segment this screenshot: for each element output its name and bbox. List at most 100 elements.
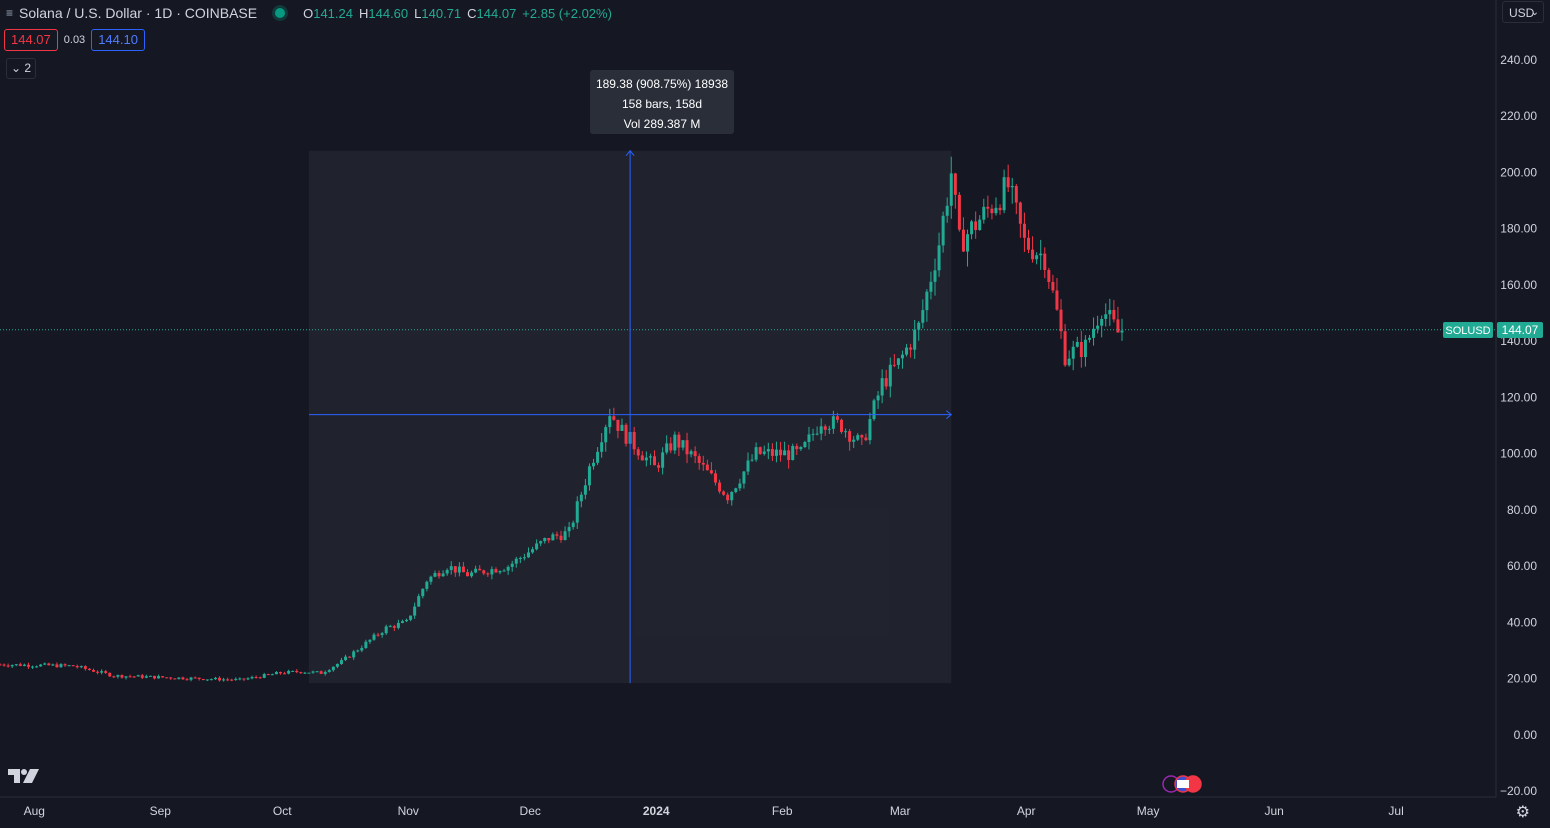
candle-body xyxy=(953,173,957,195)
candle-body xyxy=(575,501,579,523)
change-value: +2.85 (+2.02%) xyxy=(522,5,612,21)
price-tick-label: 0.00 xyxy=(1514,728,1538,742)
candle-body xyxy=(368,639,372,642)
candle-body xyxy=(218,677,222,681)
candle-body xyxy=(705,464,709,471)
price-tick-label: 60.00 xyxy=(1507,559,1537,573)
candle-body xyxy=(803,442,807,448)
candle-body xyxy=(303,672,307,674)
candle-body xyxy=(266,674,270,676)
time-tick-label: Apr xyxy=(1017,804,1036,818)
candle-body xyxy=(344,656,348,661)
candle-body xyxy=(551,534,555,541)
event-flags-icon[interactable] xyxy=(1162,775,1202,793)
candle-body xyxy=(823,426,827,430)
candle-body xyxy=(87,668,91,671)
candle-body xyxy=(730,491,734,501)
candle-body xyxy=(640,455,644,461)
candle-body xyxy=(819,426,823,434)
candle-body xyxy=(348,656,352,658)
candle-body xyxy=(26,664,30,667)
candle-body xyxy=(583,485,587,495)
measure-arrow-up-icon xyxy=(625,149,635,156)
indicators-count: 2 xyxy=(24,61,32,75)
candle-body xyxy=(376,634,380,636)
candle-body xyxy=(738,483,742,489)
candle-body xyxy=(47,663,51,666)
candle-body xyxy=(892,364,896,366)
candle-body xyxy=(1022,223,1026,238)
time-tick-label: Jul xyxy=(1388,804,1403,818)
candle-body xyxy=(929,281,933,292)
candle-body xyxy=(632,432,636,450)
time-tick-label: 2024 xyxy=(643,804,670,818)
candle-body xyxy=(787,450,791,460)
candle-body xyxy=(441,573,445,577)
time-tick-label: Sep xyxy=(150,804,172,818)
price-tick-label: 20.00 xyxy=(1507,672,1537,686)
candle-body xyxy=(783,450,787,456)
candle-body xyxy=(360,648,364,651)
symbol-title[interactable]: Solana / U.S. Dollar · 1D · COINBASE xyxy=(19,5,258,21)
candle-body xyxy=(799,447,803,450)
candle-body xyxy=(1067,358,1071,366)
candle-body xyxy=(234,678,238,680)
time-axis[interactable] xyxy=(0,797,1550,828)
measure-tooltip: 189.38 (908.75%) 18938 158 bars, 158d Vo… xyxy=(590,70,734,134)
symbol-price-label: SOLUSD 144.07 xyxy=(1443,322,1543,338)
candle-body xyxy=(722,491,726,495)
candle-body xyxy=(689,451,693,455)
time-axis-ticks: Aug Sep Oct Nov Dec 2024 Feb Mar Apr May Jun Jul xyxy=(24,804,1404,818)
candle-body xyxy=(1014,185,1018,203)
candle-body xyxy=(466,572,469,577)
price-tick-label: 240.00 xyxy=(1500,53,1537,67)
candle-body xyxy=(961,229,965,252)
candle-body xyxy=(262,674,266,678)
price-axis[interactable] xyxy=(1496,0,1550,828)
market-status-icon[interactable] xyxy=(275,8,286,18)
candle-body xyxy=(653,456,656,466)
candle-body xyxy=(461,566,465,573)
candle-body xyxy=(754,447,758,460)
candle-body xyxy=(868,419,872,441)
hamburger-icon[interactable]: ≡ xyxy=(6,6,14,20)
low-value: 140.71 xyxy=(421,5,462,21)
candle-body xyxy=(413,606,417,616)
candle-body xyxy=(970,221,974,235)
candle-body xyxy=(758,447,762,454)
candle-body xyxy=(514,558,518,564)
tradingview-logo-icon[interactable] xyxy=(8,767,40,785)
candle-body xyxy=(400,621,404,623)
price-axis-ticks: 240.00220.00200.00180.00160.00140.00120.… xyxy=(1500,53,1537,798)
sell-button[interactable]: 144.07 xyxy=(4,29,58,51)
candle-body xyxy=(96,671,100,673)
candle-body xyxy=(425,581,429,589)
currency-button[interactable]: USD ⌄ xyxy=(1502,1,1544,23)
candle-body xyxy=(522,557,526,559)
candle-body xyxy=(173,678,177,680)
settings-gear-icon[interactable]: ⚙ xyxy=(1515,804,1530,821)
candle-body xyxy=(116,675,120,677)
candle-body xyxy=(880,378,884,396)
candle-body xyxy=(22,664,26,666)
candle-body xyxy=(864,437,868,441)
candle-body xyxy=(193,677,197,679)
buy-button[interactable]: 144.10 xyxy=(91,29,145,51)
candle-body xyxy=(392,626,396,628)
spread-value: 0.03 xyxy=(63,34,86,46)
candle-body xyxy=(482,570,486,574)
candle-body xyxy=(677,434,681,448)
candle-body xyxy=(840,419,843,433)
candle-body xyxy=(600,442,604,452)
candle-body xyxy=(539,541,543,544)
candle-body xyxy=(644,457,648,461)
price-tick-label: 100.00 xyxy=(1500,447,1537,461)
candle-body xyxy=(518,557,522,559)
indicators-toggle-button[interactable]: ⌄ 2 xyxy=(6,58,36,79)
candle-body xyxy=(1108,309,1112,315)
candle-body xyxy=(417,596,421,607)
candle-body xyxy=(665,443,669,453)
candle-body xyxy=(852,439,856,442)
close-label: C xyxy=(467,5,477,21)
